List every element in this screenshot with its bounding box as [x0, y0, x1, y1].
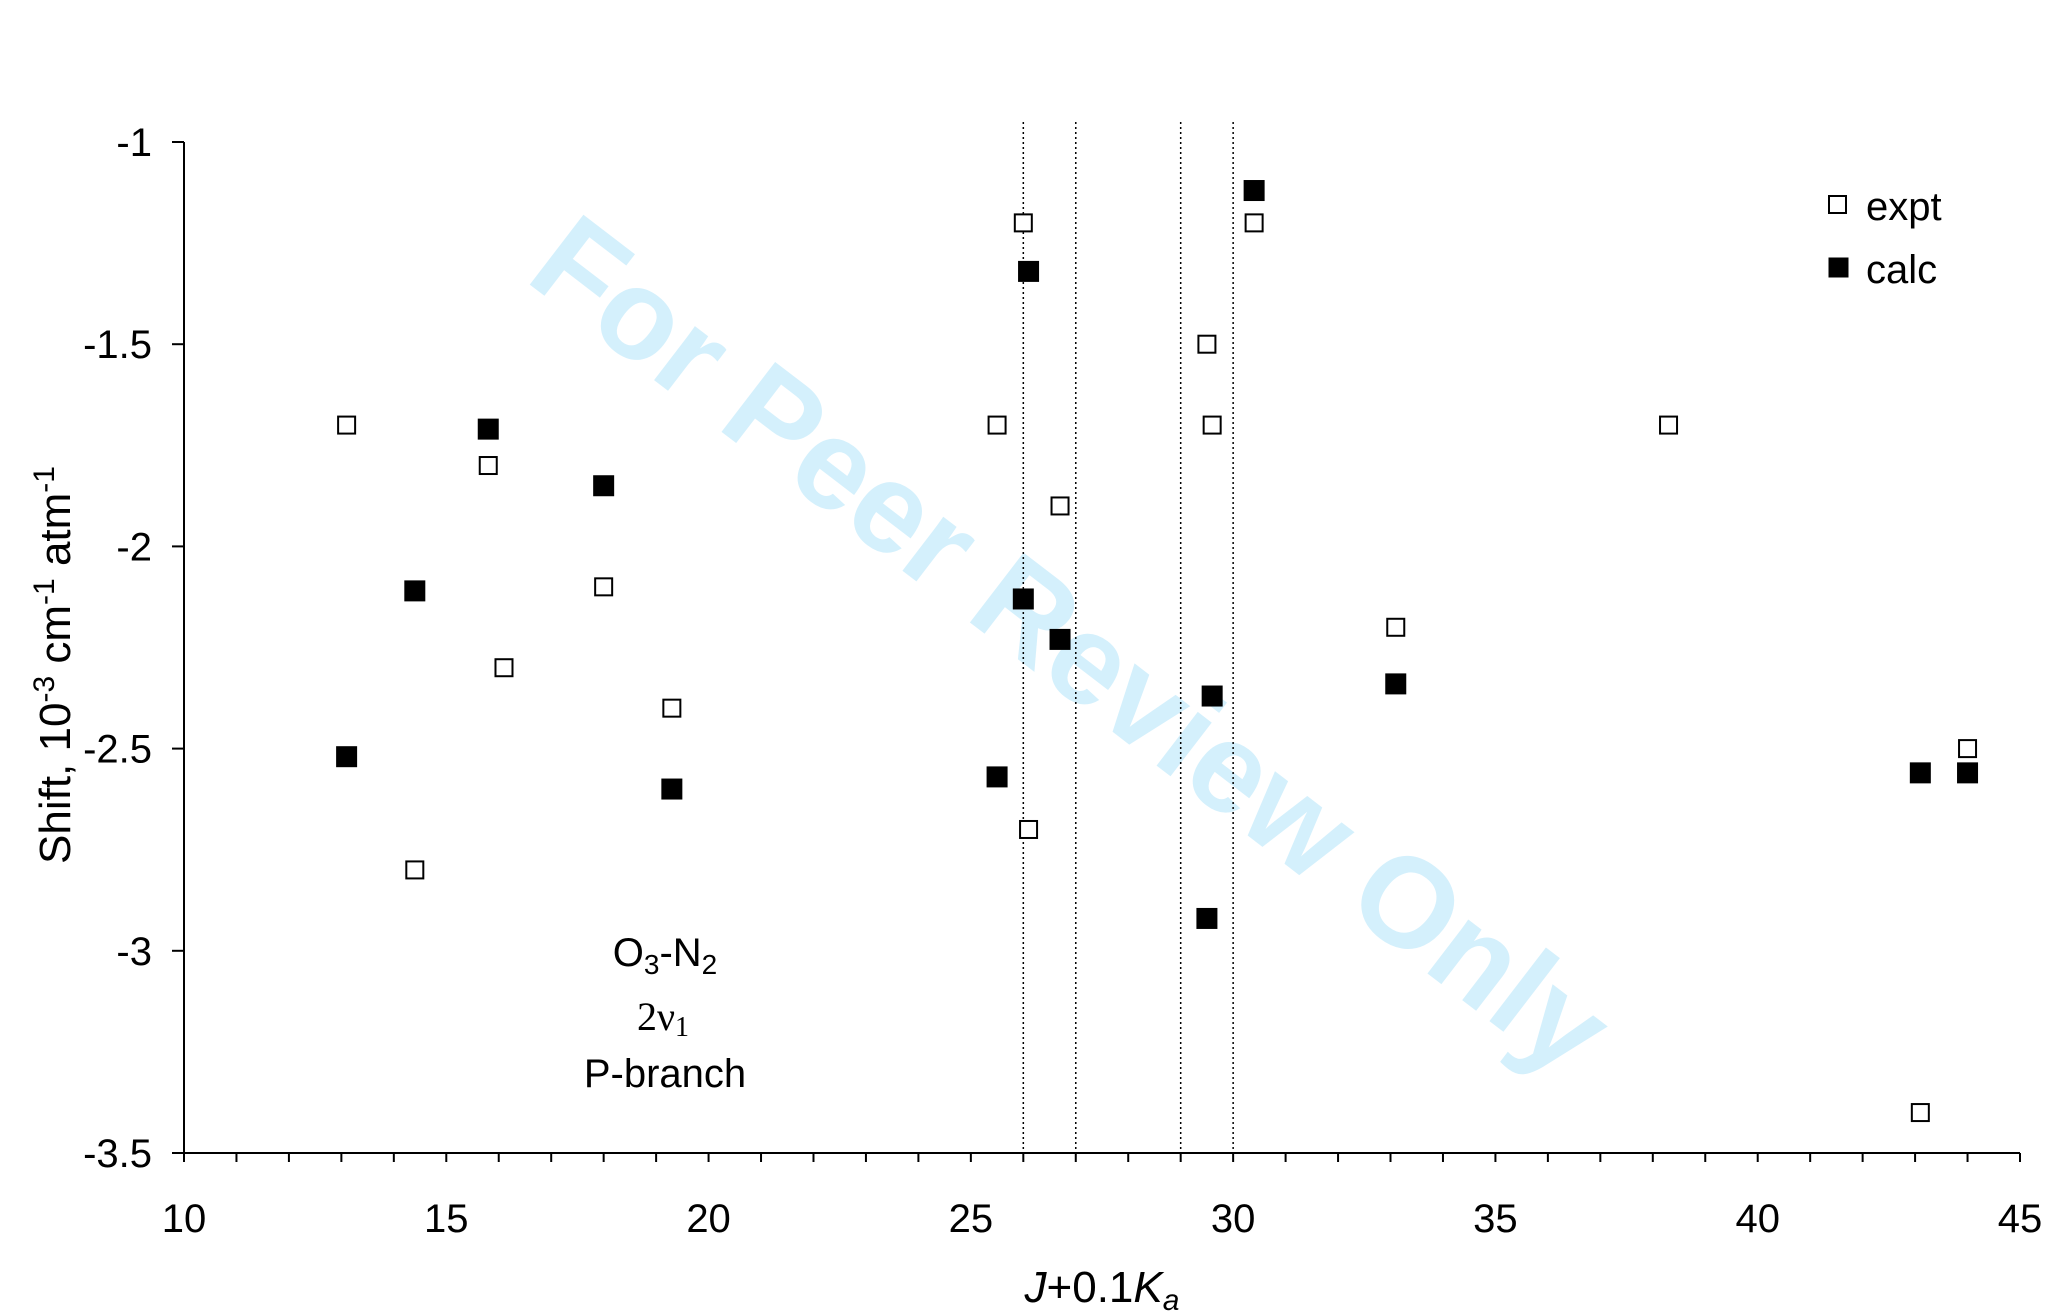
y-title-d: -1 [28, 578, 61, 605]
expt-point [494, 658, 514, 678]
calc-point [1385, 673, 1407, 695]
calc-point [336, 746, 358, 768]
x-tick-label: 45 [1998, 1197, 2043, 1241]
x-title-mid: +0.1 [1047, 1263, 1134, 1311]
x-title-sub: a [1163, 1284, 1180, 1311]
expt-point [1197, 334, 1217, 354]
expt-point [1386, 617, 1406, 637]
calc-point [477, 418, 499, 440]
y-tick-label: -1 [116, 121, 152, 165]
expt-point [1050, 496, 1070, 516]
legend-calc-marker [1828, 257, 1849, 278]
anno-band-sub: 1 [675, 1012, 689, 1043]
x-tick-label: 20 [686, 1197, 731, 1241]
expt-point [1958, 739, 1978, 759]
x-axis-title: J+0.1Ka [1024, 1263, 1180, 1311]
expt-point [662, 698, 682, 718]
y-title-c: cm [31, 605, 80, 676]
expt-point [1202, 415, 1222, 435]
y-tick-label: -3.5 [83, 1132, 152, 1176]
y-axis-title: Shift, 10-3 cm-1 atm-1 [28, 466, 80, 864]
calc-point [1018, 260, 1040, 282]
axes [183, 142, 2020, 1154]
y-title-b: -3 [28, 676, 61, 703]
expt-point [1659, 415, 1679, 435]
series-expt [337, 213, 1978, 1123]
calc-point [1909, 762, 1931, 784]
calc-point [1201, 685, 1223, 707]
expt-point [594, 577, 614, 597]
annotation-band: 2ν1 [637, 994, 689, 1043]
expt-point [1019, 819, 1039, 839]
legend: expt calc [1828, 185, 1942, 292]
y-axis-ticks: -1 -1.5 -2 -2.5 -3 -3.5 [83, 121, 184, 1176]
y-tick-label: -3 [116, 930, 152, 974]
expt-point [478, 456, 498, 476]
x-tick-label: 25 [949, 1197, 994, 1241]
expt-point [405, 860, 425, 880]
calc-point [1957, 762, 1979, 784]
y-title-a: Shift, 10 [31, 703, 80, 864]
calc-point [986, 766, 1008, 788]
vertical-reference-lines [1022, 122, 1234, 1153]
y-title-e: atm [31, 493, 80, 579]
y-tick-label: -2 [116, 525, 152, 569]
expt-point [337, 415, 357, 435]
legend-expt-marker [1828, 195, 1847, 214]
x-title-j: J [1024, 1263, 1048, 1311]
x-tick-label: 35 [1473, 1197, 1518, 1241]
x-axis-ticks: 10 15 20 25 30 35 40 45 [162, 1153, 2043, 1241]
calc-point [661, 778, 683, 800]
x-tick-label: 15 [424, 1197, 469, 1241]
expt-point [987, 415, 1007, 435]
series-calc [336, 180, 1979, 929]
anno-system-base: O [613, 931, 644, 975]
x-title-k: K [1133, 1263, 1164, 1311]
anno-system-sub1: 3 [644, 949, 660, 980]
annotation-branch: P-branch [584, 1052, 746, 1096]
calc-point [1243, 180, 1265, 202]
annotation-block: O3-N2 2ν1 P-branch [584, 931, 746, 1096]
y-tick-label: -1.5 [83, 323, 152, 367]
calc-point [1196, 907, 1218, 929]
calc-point [593, 475, 615, 497]
x-tick-label: 40 [1735, 1197, 1780, 1241]
legend-calc-label: calc [1866, 248, 1937, 292]
calc-point [404, 580, 426, 602]
calc-point [1049, 628, 1071, 650]
expt-point [1013, 213, 1033, 233]
calc-point [1012, 588, 1034, 610]
expt-point [1910, 1103, 1930, 1123]
anno-system-sub2: 2 [702, 949, 718, 980]
anno-band-base: 2ν [637, 994, 675, 1039]
x-tick-label: 30 [1211, 1197, 1256, 1241]
expt-point [1244, 213, 1264, 233]
y-title-f: -1 [28, 466, 61, 493]
legend-expt-label: expt [1866, 185, 1942, 229]
x-tick-label: 10 [162, 1197, 207, 1241]
y-tick-label: -2.5 [83, 728, 152, 772]
anno-system-mid: -N [659, 931, 701, 975]
annotation-system: O3-N2 [613, 931, 718, 980]
